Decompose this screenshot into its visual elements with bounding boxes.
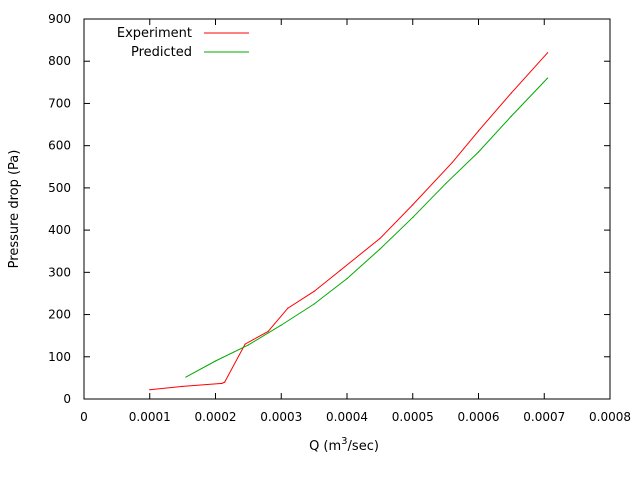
y-tick-label: 900 [48, 12, 71, 26]
x-tick-label: 0.0008 [589, 410, 631, 424]
x-tick-label: 0 [80, 410, 88, 424]
y-tick-label: 0 [63, 392, 71, 406]
data-point-experiment [287, 307, 289, 309]
x-axis-title: Q (m3/sec) [309, 436, 379, 454]
data-point-predicted [214, 360, 217, 362]
data-point-predicted [185, 376, 187, 378]
data-point-experiment [412, 204, 414, 206]
y-tick-label: 400 [48, 223, 71, 237]
data-point-experiment [339, 269, 342, 271]
x-tick-label: 0.0003 [260, 410, 302, 424]
y-tick-label: 600 [48, 139, 71, 153]
plot-frame [83, 18, 611, 400]
y-tick-label: 500 [48, 181, 71, 195]
data-point-predicted [379, 248, 381, 250]
data-point-predicted [445, 183, 447, 185]
x-tick-label: 0.0001 [129, 410, 171, 424]
x-axis-title-prefix: Q (m [309, 439, 341, 454]
y-axis-title: Pressure drop (Pa) [7, 150, 22, 269]
data-point-predicted [313, 303, 315, 305]
data-point-predicted [247, 344, 249, 346]
data-point-predicted [412, 216, 414, 219]
x-tick-label: 0.0006 [458, 410, 500, 424]
data-point-predicted [546, 77, 549, 79]
data-point-experiment [149, 389, 151, 391]
ticks-layer: 0 0.0001 0.0002 0.0003 0.0004 0.0005 0.0006 0.0… [48, 12, 631, 424]
x-tick-label: 0.0004 [326, 410, 368, 424]
data-point-predicted [477, 151, 480, 153]
x-tick-label: 0.0002 [195, 410, 237, 424]
x-tick-label: 0.0007 [523, 410, 565, 424]
x-axis-title-suffix: /sec) [348, 439, 379, 454]
data-point-experiment [244, 343, 246, 345]
data-point-predicted [346, 278, 348, 280]
data-point-experiment [510, 92, 512, 94]
data-point-predicted [510, 115, 512, 117]
data-point-experiment [224, 381, 226, 383]
data-point-experiment [313, 290, 315, 292]
x-tick-label: 0.0005 [392, 410, 434, 424]
series-line-predicted [185, 77, 548, 378]
y-tick-label: 200 [48, 308, 71, 322]
y-tick-label: 300 [48, 265, 71, 279]
y-tick-label: 100 [48, 350, 71, 364]
data-point-experiment [546, 52, 549, 54]
y-tick-label: 700 [48, 96, 71, 110]
legend-label-predicted: Predicted [131, 45, 192, 60]
legend: Experiment Predicted [117, 26, 249, 60]
data-point-experiment [267, 330, 269, 333]
data-point-experiment [477, 130, 480, 132]
data-point-experiment [379, 237, 381, 240]
x-axis-title-superscript: 3 [341, 436, 347, 447]
y-tick-label: 800 [48, 54, 71, 68]
data-point-experiment [451, 161, 453, 164]
series-layer [149, 52, 549, 391]
legend-label-experiment: Experiment [117, 26, 192, 41]
data-point-experiment [182, 385, 184, 387]
data-point-predicted [280, 324, 282, 326]
data-point-experiment [221, 382, 223, 384]
